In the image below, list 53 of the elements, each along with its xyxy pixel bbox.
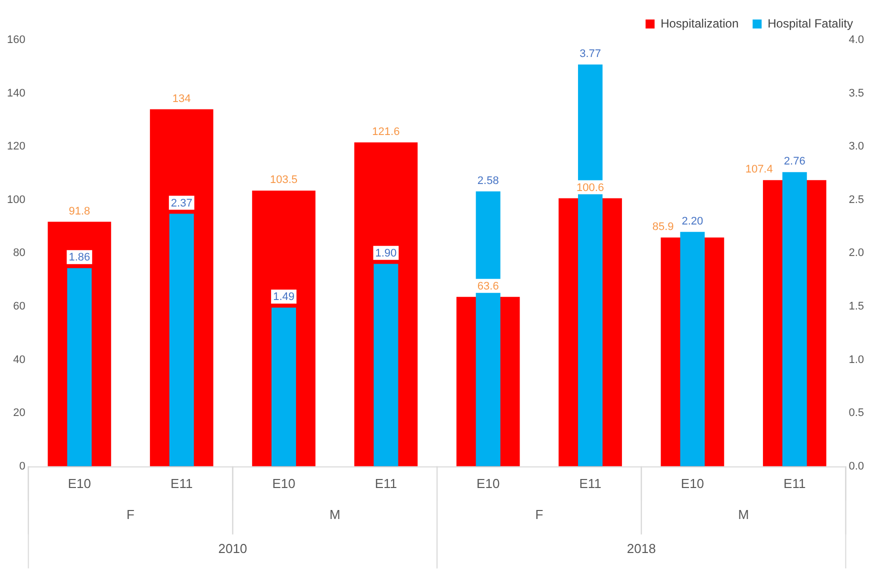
x-tick-label: E10 xyxy=(68,476,92,491)
data-label: 134 xyxy=(172,92,191,105)
text: F xyxy=(535,506,544,522)
y2-tick-label: 3.5 xyxy=(848,87,864,100)
y2-tick-label: 3.0 xyxy=(848,140,864,153)
y-tick-label: 80 xyxy=(13,247,26,260)
data-label: 2.58 xyxy=(477,174,499,187)
data-label: 63.6 xyxy=(477,280,499,292)
y2-tick-label: 4.0 xyxy=(848,34,864,46)
y-tick-label: 140 xyxy=(6,87,26,100)
data-label: 107.4 xyxy=(745,164,773,176)
y-tick-label: 160 xyxy=(6,34,26,46)
data-label: 2.76 xyxy=(784,156,806,168)
text: 2018 xyxy=(626,540,656,556)
y2-tick-label: 0.0 xyxy=(848,460,864,472)
data-label: 2.37 xyxy=(170,197,192,210)
legend-label: Hospitalization xyxy=(660,16,739,30)
y-tick-label: 40 xyxy=(13,354,26,366)
y2-tick-label: 0.5 xyxy=(848,407,864,420)
bar xyxy=(169,214,194,466)
y-tick-label: 100 xyxy=(6,194,26,206)
data-label: 85.9 xyxy=(652,221,674,234)
x-tick-label: E11 xyxy=(170,476,193,491)
x-tick-label: E11 xyxy=(374,476,398,491)
y2-tick-label: 2.0 xyxy=(848,247,864,260)
y-tick-label: 0 xyxy=(19,460,26,472)
bar xyxy=(374,264,398,466)
data-label: 1.49 xyxy=(273,291,294,304)
data-label: 1.90 xyxy=(375,247,397,260)
text: M xyxy=(329,506,340,522)
text: F xyxy=(126,506,135,522)
y-tick-label: 20 xyxy=(13,407,26,420)
legend-label: Hospital Fatality xyxy=(768,16,854,30)
text: M xyxy=(738,506,749,522)
x-tick-label: E11 xyxy=(579,476,602,491)
data-label: 2.20 xyxy=(682,215,704,228)
data-label: 100.6 xyxy=(576,182,604,194)
data-label: 3.77 xyxy=(580,48,601,60)
data-label: 1.86 xyxy=(68,252,90,264)
data-label: 103.5 xyxy=(270,174,298,186)
y2-tick-label: 2.5 xyxy=(848,194,864,206)
x-tick-label: E10 xyxy=(680,476,704,491)
data-label: 121.6 xyxy=(372,126,400,138)
y-tick-label: 60 xyxy=(13,300,26,313)
data-label: 91.8 xyxy=(68,205,90,218)
bar xyxy=(272,308,296,466)
text: 2010 xyxy=(218,540,248,556)
y2-tick-label: 1.5 xyxy=(848,300,864,313)
y2-tick-label: 1.0 xyxy=(848,354,864,366)
x-tick-label: E11 xyxy=(784,476,806,491)
y-tick-label: 120 xyxy=(6,140,26,153)
x-tick-label: E10 xyxy=(272,476,296,491)
x-tick-label: E10 xyxy=(476,476,500,491)
